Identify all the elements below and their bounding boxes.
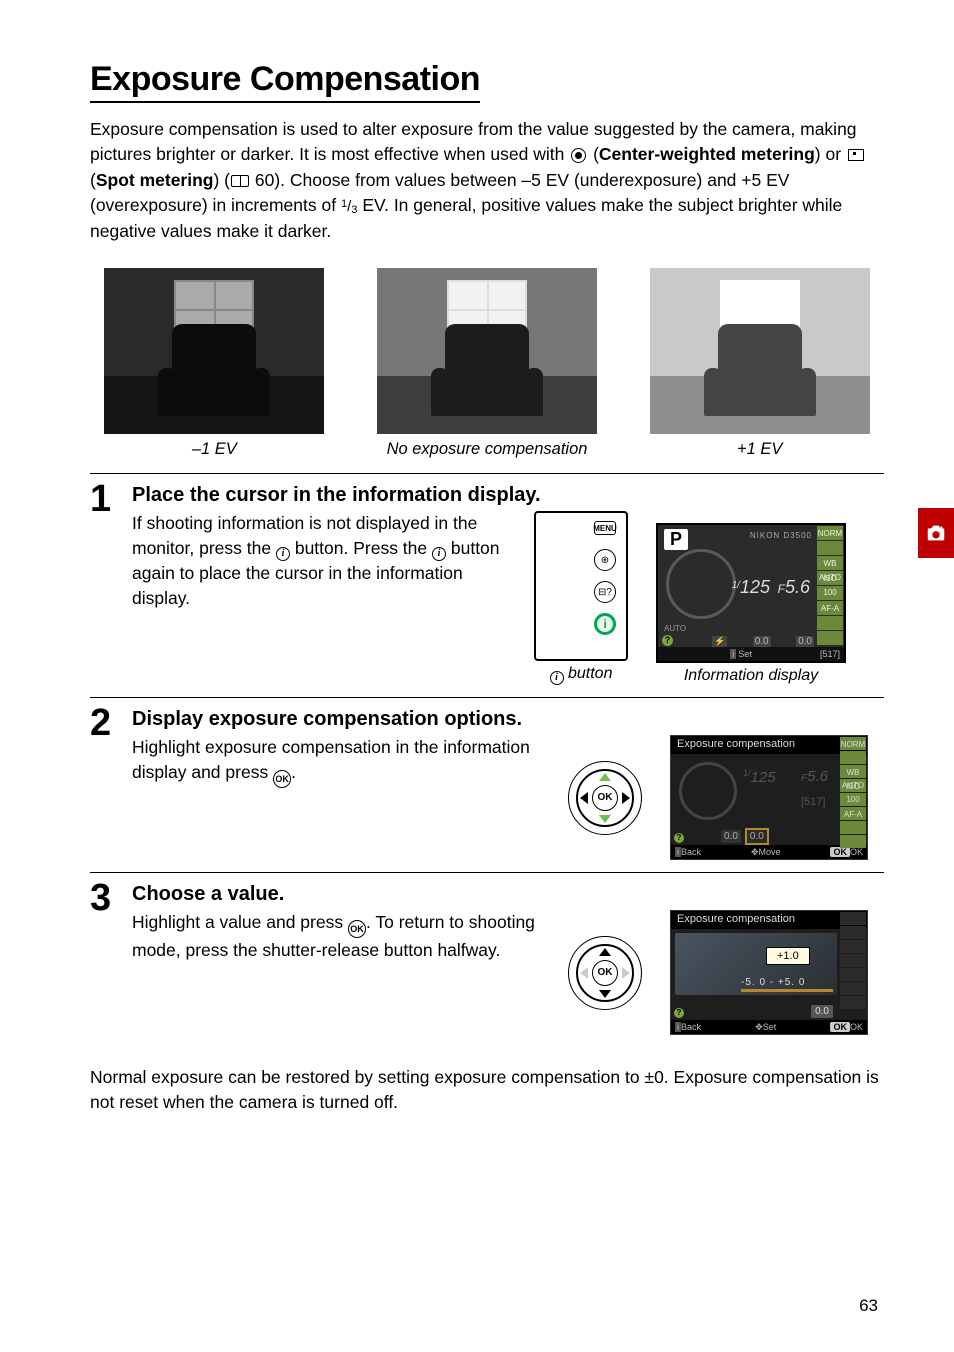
- auto-label: AUTO: [664, 624, 686, 633]
- dial-icon: [666, 549, 736, 619]
- fraction: 1/3: [341, 199, 358, 215]
- step-1-title: Place the cursor in the information disp…: [132, 484, 884, 507]
- menu-button-icon: MENU: [594, 521, 616, 535]
- step-3-text: Highlight a value and press . To return …: [132, 910, 542, 963]
- intro-paragraph: Exposure compensation is used to alter e…: [90, 117, 884, 244]
- example-image-bright: [650, 268, 870, 434]
- step-2-number: 2: [90, 704, 120, 860]
- ok-button-icon: [273, 770, 291, 788]
- exposure-comp-highlighted-icon: 0.0: [747, 830, 767, 843]
- step-1-text: If shooting information is not displayed…: [132, 511, 512, 685]
- caption-plus-1ev: +1 EV: [643, 440, 876, 459]
- step-2: 2 Display exposure compensation options.…: [90, 698, 884, 866]
- closing-paragraph: Normal exposure can be restored by setti…: [90, 1065, 884, 1116]
- ok-center-icon: OK: [592, 960, 618, 986]
- lcd-aperture: F5.6: [801, 768, 828, 785]
- info-button-highlighted-icon: i: [594, 613, 616, 635]
- lcd-value-row: 0.0 0.0: [721, 830, 837, 843]
- step-1: 1 Place the cursor in the information di…: [90, 474, 884, 691]
- scale-bar-icon: [741, 989, 833, 992]
- camera-back-figure: MENU ⊕ ⊟? i button: [534, 511, 628, 685]
- lcd-value-row: 0.0: [811, 1005, 833, 1018]
- lcd-shutter: 1/125: [743, 768, 776, 786]
- playback-zoom-button-icon: ⊕: [594, 549, 616, 571]
- page-number: 63: [859, 1296, 878, 1316]
- step-3-title: Choose a value.: [132, 883, 884, 906]
- example-minus-1ev: –1 EV: [98, 268, 331, 459]
- help-icon: ?: [674, 1008, 684, 1018]
- step-2-text: Highlight exposure compensation in the i…: [132, 735, 542, 788]
- ok-button-icon: [348, 920, 366, 938]
- step-1-number: 1: [90, 480, 120, 685]
- info-display-caption: Information display: [656, 667, 846, 685]
- lcd-count: [517]: [801, 796, 825, 808]
- page-title: Exposure Compensation: [90, 60, 480, 103]
- aperture: F5.6: [778, 577, 810, 598]
- mode-badge: P: [664, 529, 688, 550]
- lcd-exposure-highlight: Exposure compensation 1/125 F5.6 [517] 0…: [670, 735, 868, 860]
- info-values-row: ⚡ 0.0 0.0: [712, 636, 814, 647]
- page-ref-icon: [231, 175, 249, 187]
- spot-metering-icon: [848, 149, 864, 161]
- shutter-speed: 1/125: [732, 577, 770, 598]
- lcd-bottom-bar: iBack ✥Set OKOK: [671, 1020, 867, 1034]
- lcd-right-column-dim: [839, 911, 867, 1034]
- step-3-number: 3: [90, 879, 120, 1035]
- caption-minus-1ev: –1 EV: [98, 440, 331, 459]
- cw-label: Center-weighted metering: [599, 144, 815, 164]
- thumbnail-button-icon: ⊟?: [594, 581, 616, 603]
- center-weighted-icon: [571, 148, 586, 163]
- lcd-bottom-bar: iBack ✥Move OKOK: [671, 845, 867, 859]
- info-display-figure: P NIKON D3500 1/125 F5.6 AUTO ⚡ 0.0 0.0 …: [656, 523, 846, 685]
- info-button-icon: [432, 547, 446, 561]
- info-button-icon: [276, 547, 290, 561]
- camera-model-text: NIKON D3500: [750, 531, 812, 540]
- example-image-mid: [377, 268, 597, 434]
- example-image-dark: [104, 268, 324, 434]
- scale-text: -5. 0 - +5. 0: [741, 977, 805, 988]
- lcd-right-column: NORM WB AUTO ISO 100 AF-A: [839, 736, 867, 859]
- example-zero-ev: No exposure compensation: [371, 268, 604, 459]
- spot-label: Spot metering: [96, 170, 214, 190]
- info-display-panel: P NIKON D3500 1/125 F5.6 AUTO ⚡ 0.0 0.0 …: [656, 523, 846, 663]
- multi-selector-vertical-icon: OK: [576, 944, 634, 1002]
- example-images-row: –1 EV No exposure compensation +1 EV: [90, 268, 884, 459]
- lcd-value-select: Exposure compensation +1.0 -5. 0 - +5. 0…: [670, 910, 868, 1035]
- camera-back-diagram: MENU ⊕ ⊟? i: [534, 511, 628, 661]
- info-button-icon: [550, 671, 564, 685]
- lcd-header: Exposure compensation: [671, 911, 867, 929]
- help-icon: ?: [662, 635, 673, 646]
- camera-caption: button: [534, 665, 628, 685]
- value-badge: +1.0: [766, 947, 810, 965]
- multi-selector-icon: OK: [576, 769, 634, 827]
- info-right-column: NORM WB AUTO ISO 100 AF-A: [816, 525, 844, 661]
- step-2-title: Display exposure compensation options.: [132, 708, 884, 731]
- multi-selector-figure: OK: [568, 761, 642, 835]
- multi-selector-figure: OK: [568, 936, 642, 1010]
- ok-center-icon: OK: [592, 785, 618, 811]
- help-icon: ?: [674, 833, 684, 843]
- example-plus-1ev: +1 EV: [643, 268, 876, 459]
- intro-or: ) or: [815, 144, 846, 164]
- lcd-header: Exposure compensation: [671, 736, 867, 754]
- caption-zero-ev: No exposure compensation: [371, 440, 604, 459]
- step-3: 3 Choose a value. Highlight a value and …: [90, 873, 884, 1041]
- side-tab-camera-icon: [918, 508, 954, 558]
